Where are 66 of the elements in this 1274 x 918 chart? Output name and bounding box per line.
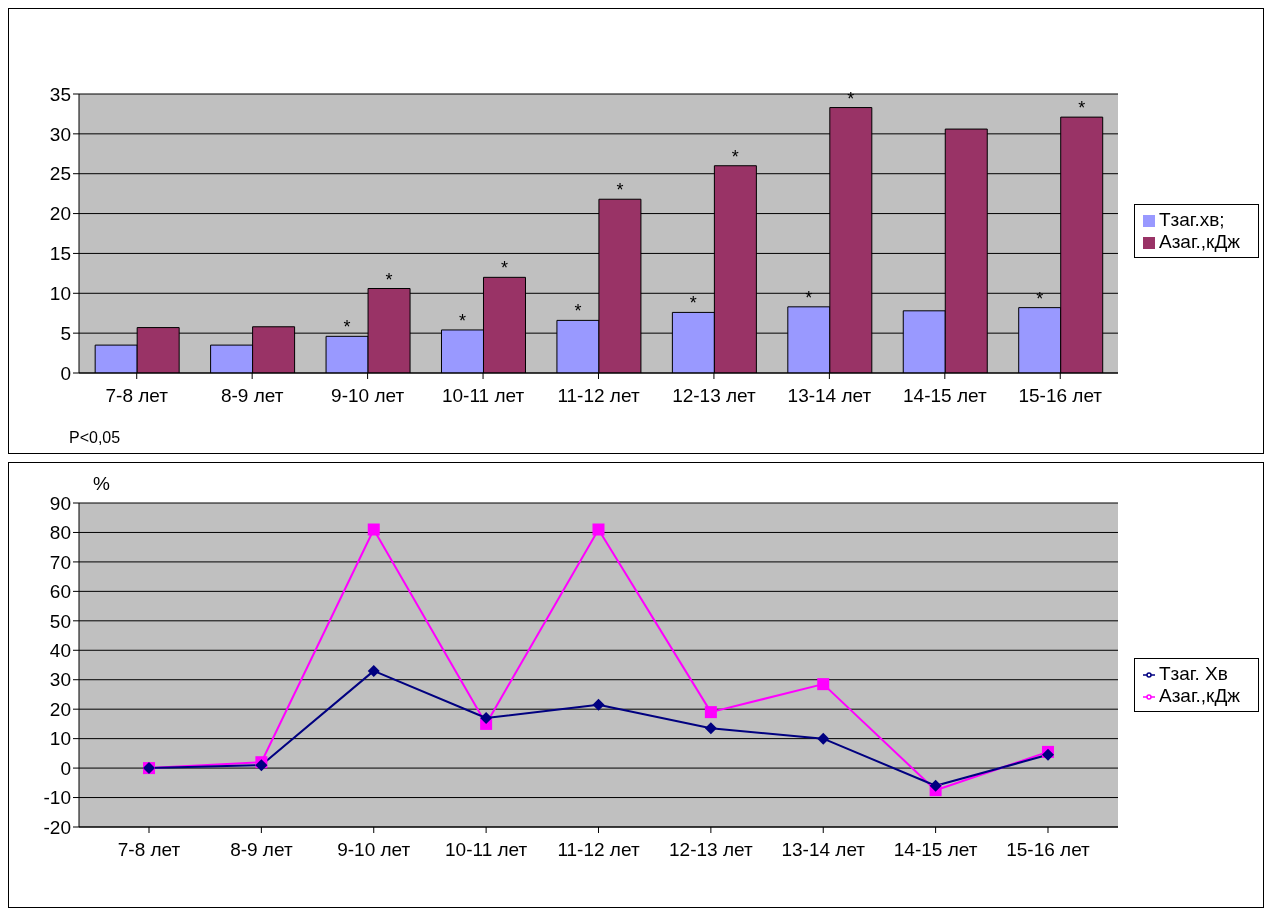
x-tick-label: 7-8 лет: [105, 385, 169, 407]
y-tick-label: 70: [49, 551, 71, 573]
legend-label: Азаг.,кДж: [1158, 685, 1240, 706]
x-tick-label: 8-9 лет: [220, 385, 284, 407]
x-tick-label: 9-10 лет: [331, 385, 405, 407]
legend-label: Азаг.,кДж: [1158, 231, 1240, 252]
y-tick-label: 5: [60, 322, 71, 344]
x-tick-label: 7-8 лет: [117, 839, 181, 861]
x-tick-label: 14-15 лет: [893, 839, 978, 861]
point: [817, 678, 830, 691]
data-label: *: [500, 258, 508, 279]
point: [367, 664, 380, 677]
data-label: *: [574, 301, 582, 322]
x-tick-label: 10-11 лет: [445, 839, 528, 861]
x-tick-label: 9-10 лет: [337, 839, 411, 861]
data-label: *: [1036, 288, 1044, 309]
point: [817, 732, 830, 745]
data-label: *: [1078, 98, 1086, 119]
y-tick-label: 15: [49, 243, 71, 265]
y-tick-label: 0: [60, 362, 71, 384]
y-tick-label: 25: [49, 163, 71, 185]
x-tick-label: 13-14 лет: [781, 839, 866, 861]
x-tick-label: 12-13 лет: [669, 839, 753, 861]
x-tick-label: 15-16 лет: [1018, 385, 1103, 407]
y-tick-label: 0: [60, 757, 71, 779]
y-tick-label: 50: [49, 610, 71, 632]
text: P<0,05: [69, 429, 121, 447]
x-tick-label: 12-13 лет: [672, 385, 757, 407]
y-tick-label: 80: [49, 522, 71, 544]
x-tick-label: 10-11 лет: [441, 385, 525, 407]
point: [929, 779, 942, 792]
y-tick-label: 10: [49, 283, 71, 305]
y-tick-label: 60: [49, 581, 71, 603]
x-tick-label: 8-9 лет: [230, 839, 293, 861]
y-tick-label: 30: [49, 669, 71, 691]
y-tick-label: 90: [49, 492, 71, 514]
point: [592, 698, 605, 711]
x-tick-label: 15-16 лет: [1006, 839, 1091, 861]
legend-label: Тзаг. Хв: [1158, 663, 1228, 684]
data-label: *: [805, 287, 813, 308]
x-tick-label: 13-14 лет: [787, 385, 872, 407]
y-tick-label: 10: [49, 728, 71, 750]
point: [592, 523, 605, 536]
y-tick-label: 20: [49, 698, 71, 720]
data-label: *: [385, 269, 393, 290]
point: [704, 706, 717, 719]
point: [480, 712, 493, 725]
data-label: *: [458, 310, 466, 331]
data-label: *: [343, 317, 351, 338]
point: [704, 722, 717, 735]
x-tick-label: 11-12 лет: [557, 385, 640, 407]
y-tick-label: 40: [49, 640, 71, 662]
data-label: *: [616, 180, 624, 201]
y-tick-label: -20: [43, 816, 71, 838]
y-tick-label: -10: [43, 787, 71, 809]
data-label: *: [689, 293, 697, 314]
legend-label: Тзаг.хв;: [1158, 209, 1225, 230]
x-tick-label: 14-15 лет: [903, 385, 987, 407]
y-tick-label: 30: [49, 123, 71, 145]
y-tick-label: 20: [49, 203, 71, 225]
data-label: *: [847, 88, 855, 109]
y-axis-title: %: [93, 473, 110, 495]
y-tick-label: 35: [49, 83, 71, 105]
point: [367, 523, 380, 536]
x-tick-label: 11-12 лет: [557, 839, 640, 861]
data-label: *: [731, 146, 739, 167]
